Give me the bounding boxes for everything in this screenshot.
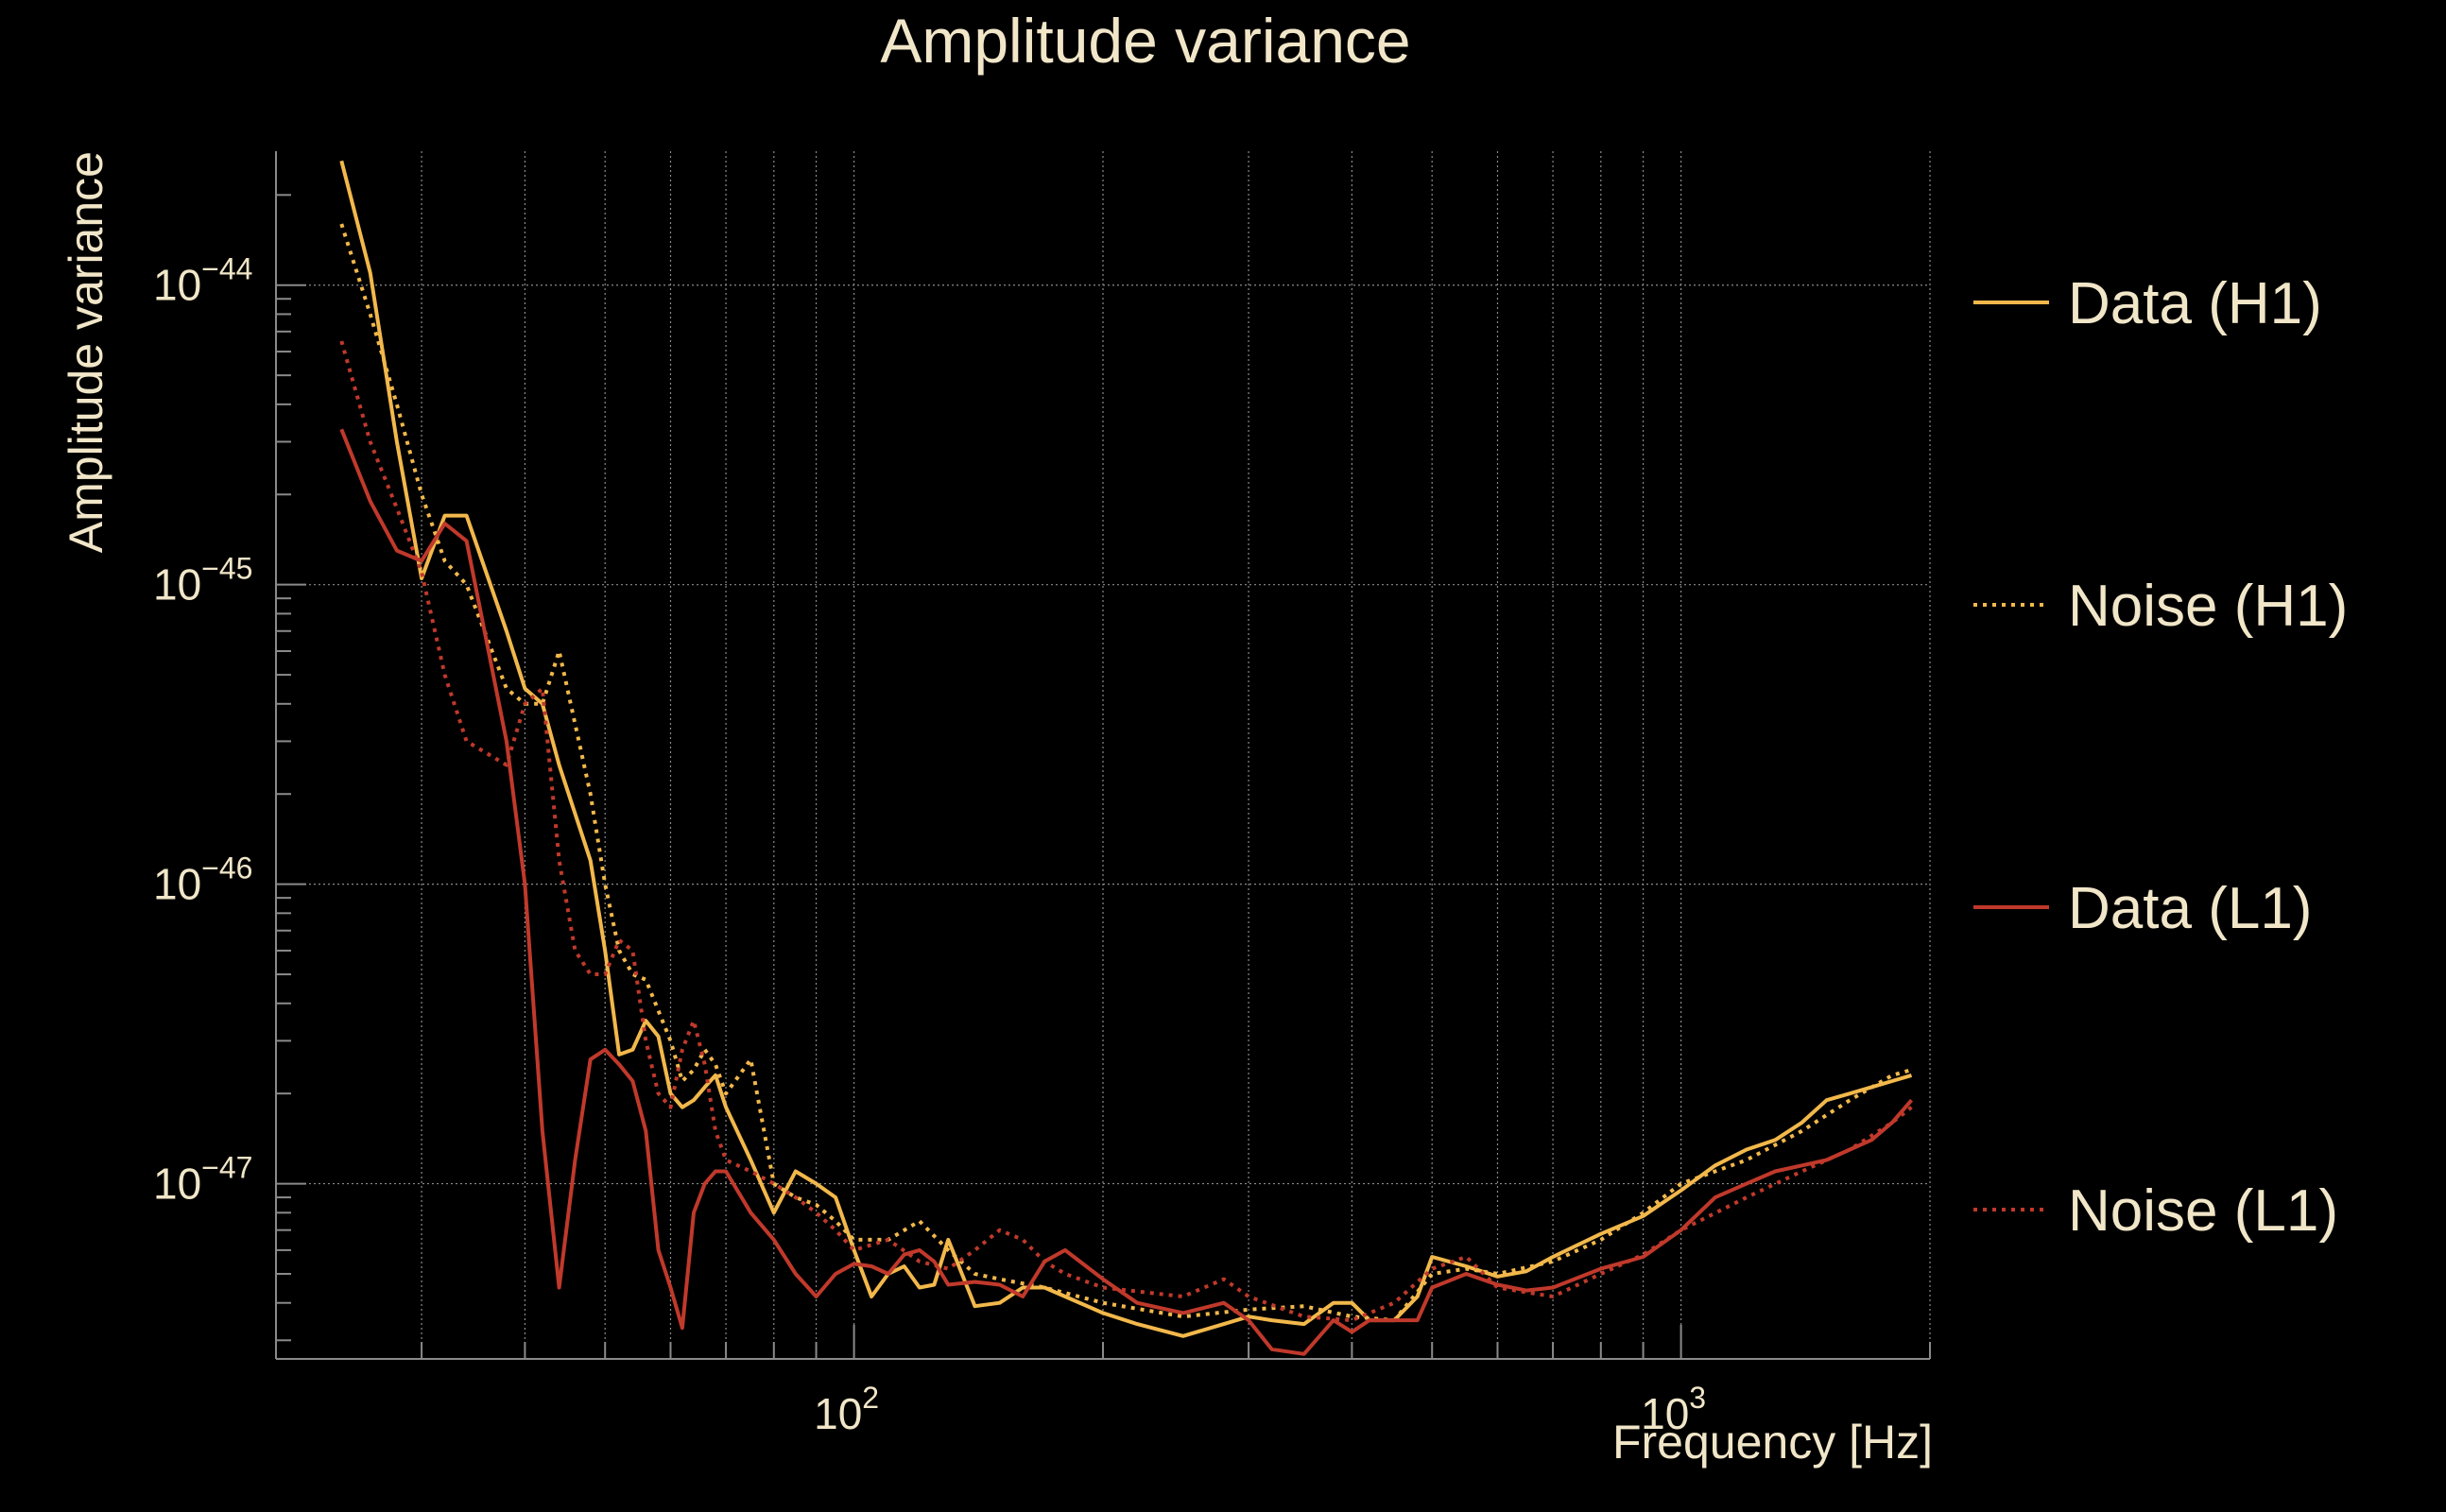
tick-labels: 102 103 10−44 10−45 10−46 10−47 <box>153 252 1706 1438</box>
legend-label: Noise (L1) <box>2068 1178 2338 1244</box>
axes <box>275 151 1931 1360</box>
series-layer <box>339 160 1914 1356</box>
x-axis-label: Frequency [Hz] <box>1612 1416 1933 1469</box>
x-tick-label: 102 <box>814 1381 879 1438</box>
legend-label: Data (L1) <box>2068 876 2312 941</box>
series-line-noise-l1 <box>339 340 1913 1323</box>
legend: Data (H1) Noise (H1) Data (L1) Noise (L1) <box>1973 271 2348 1244</box>
chart-title: Amplitude variance <box>880 6 1410 76</box>
y-tick-label: 10−46 <box>153 851 252 909</box>
y-tick-label: 10−44 <box>153 252 252 310</box>
x-tick-label: 103 <box>1641 1381 1706 1438</box>
y-axis-label: Amplitude variance <box>60 151 112 553</box>
legend-label: Data (H1) <box>2068 271 2322 336</box>
y-tick-label: 10−45 <box>153 552 252 610</box>
series-line-data-h1 <box>339 160 1913 1338</box>
grid <box>276 151 1931 1359</box>
series-line-data-l1 <box>339 428 1914 1356</box>
y-tick-label: 10−47 <box>153 1151 252 1209</box>
legend-label: Noise (H1) <box>2068 574 2348 639</box>
